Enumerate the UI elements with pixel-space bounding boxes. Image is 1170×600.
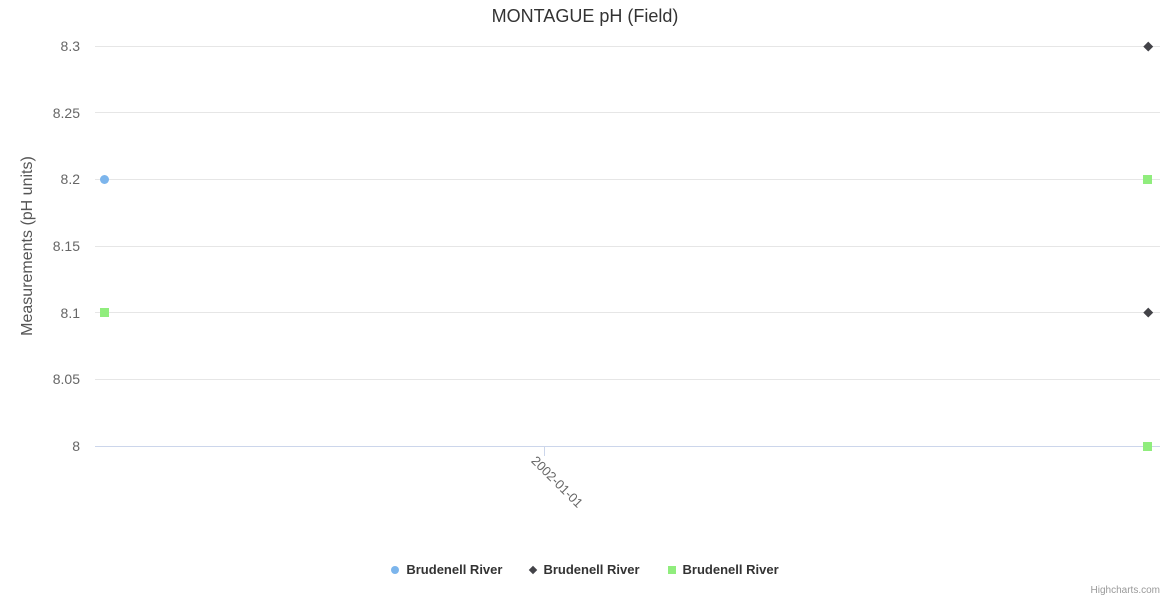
gridline-horizontal bbox=[95, 45, 1160, 47]
y-axis-tick-label: 8.2 bbox=[60, 171, 80, 188]
y-axis-tick-label: 8.3 bbox=[60, 38, 80, 54]
y-axis-tick-label: 8.1 bbox=[60, 304, 80, 321]
data-point-diamond[interactable] bbox=[1143, 308, 1153, 318]
legend-item[interactable]: Brudenell River bbox=[667, 562, 779, 578]
gridline-horizontal bbox=[95, 245, 1160, 247]
highcharts-credit[interactable]: Highcharts.com bbox=[1090, 585, 1160, 596]
legend-marker-diamond-icon bbox=[529, 565, 538, 575]
chart-title: MONTAGUE pH (Field) bbox=[491, 6, 679, 26]
data-point-diamond[interactable] bbox=[1143, 41, 1153, 51]
x-axis-tick bbox=[544, 446, 546, 456]
legend-item-label: Brudenell River bbox=[406, 562, 503, 577]
gridline-horizontal bbox=[95, 112, 1160, 114]
legend-marker-circle-icon bbox=[391, 566, 400, 574]
legend-item[interactable]: Brudenell River bbox=[529, 562, 640, 578]
gridline-horizontal bbox=[95, 378, 1160, 380]
data-point-square[interactable] bbox=[1143, 441, 1153, 451]
y-axis-tick-label: 8.15 bbox=[52, 238, 80, 254]
gridline-horizontal bbox=[95, 312, 1160, 314]
data-point-circle[interactable] bbox=[99, 174, 109, 184]
legend: Brudenell River Brudenell River Brudenell … bbox=[0, 562, 1170, 578]
legend-item[interactable]: Brudenell River bbox=[391, 562, 502, 578]
legend-item-label: Brudenell River bbox=[682, 562, 779, 577]
gridline-horizontal bbox=[95, 178, 1160, 180]
y-axis-tick-label: 8 bbox=[72, 438, 80, 454]
legend-marker-square-icon bbox=[667, 566, 676, 574]
y-axis-tick-label: 8.05 bbox=[52, 371, 80, 388]
data-point-square[interactable] bbox=[99, 308, 109, 318]
x-axis-line bbox=[95, 445, 1160, 447]
legend-item-label: Brudenell River bbox=[543, 562, 640, 577]
data-point-square[interactable] bbox=[1143, 174, 1153, 184]
y-axis-tick-label: 8.25 bbox=[52, 104, 80, 121]
